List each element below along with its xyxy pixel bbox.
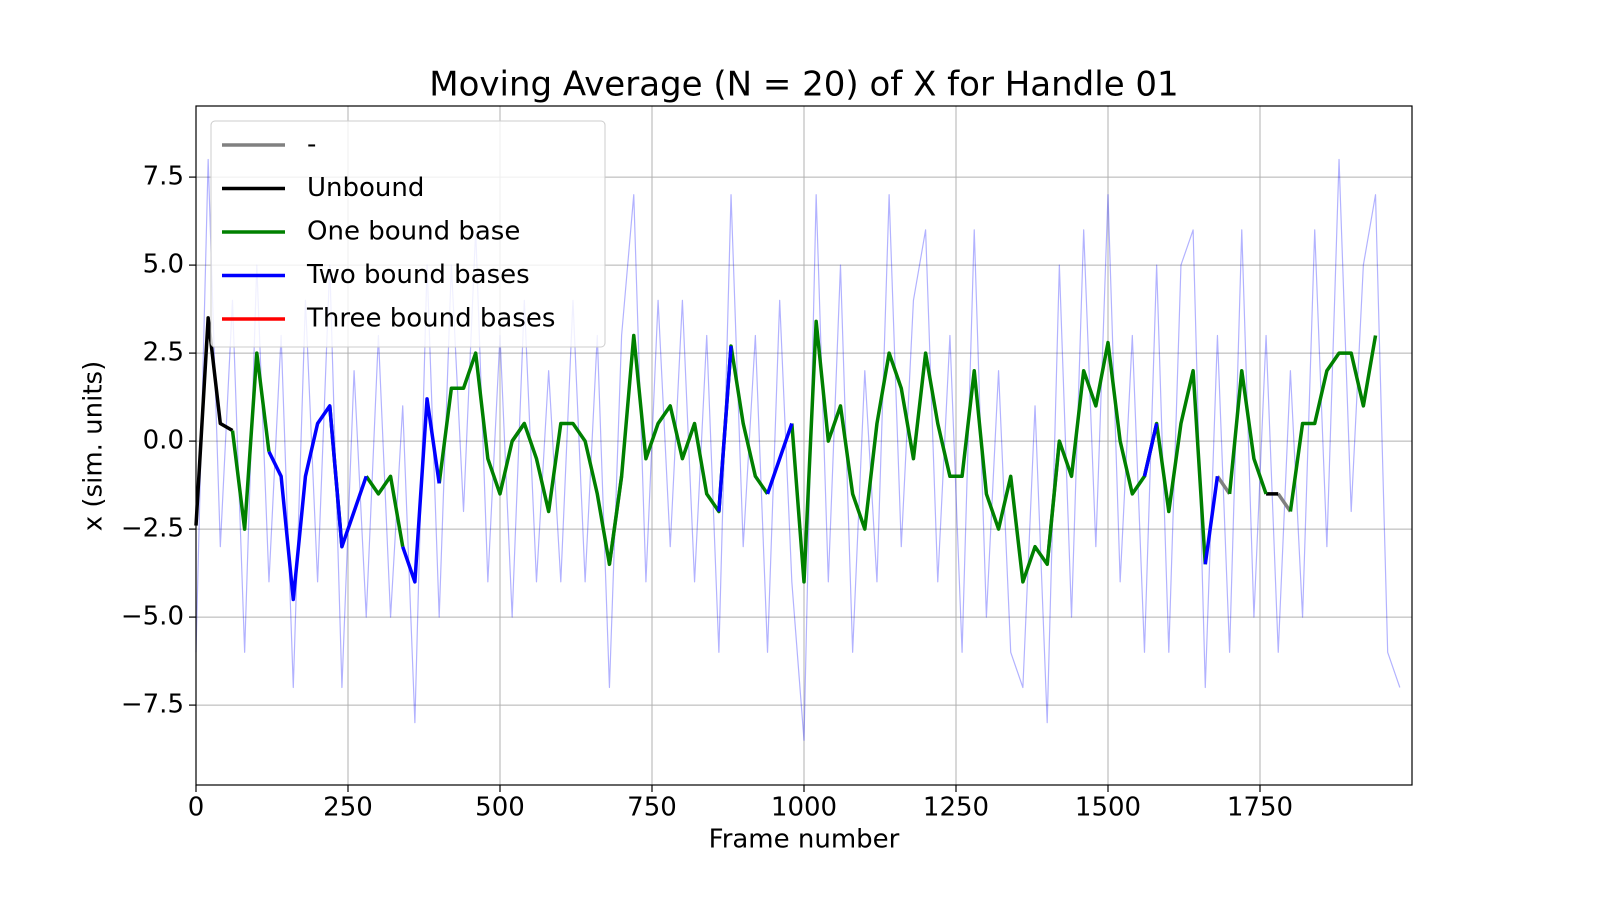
ticks: 0 250 500 750 1000 1250 1500 1750 −7.5 −5.0 −2.5 0.…	[121, 162, 1293, 823]
x-tick-label: 1000	[771, 793, 837, 823]
legend: - Unbound One bound base Two bound bases Thr…	[210, 120, 606, 348]
x-axis-label: Frame number	[709, 825, 900, 855]
legend-label: One bound base	[307, 217, 520, 247]
legend-label: -	[307, 130, 316, 160]
legend-label: Three bound bases	[306, 304, 555, 334]
y-tick-label: 7.5	[143, 162, 184, 192]
x-tick-label: 0	[188, 793, 205, 823]
y-tick-label: −5.0	[121, 602, 184, 632]
x-tick-label: 250	[323, 793, 373, 823]
y-tick-label: 2.5	[143, 338, 184, 368]
y-axis-label: x (sim. units)	[79, 361, 109, 532]
y-tick-label: −2.5	[121, 514, 184, 544]
chart-title: Moving Average (N = 20) of X for Handle …	[429, 65, 1178, 105]
moving-average-line	[267, 345, 1220, 602]
x-tick-label: 750	[627, 793, 677, 823]
y-tick-label: 5.0	[143, 250, 184, 280]
plot-area	[194, 158, 1401, 741]
legend-label: Two bound bases	[306, 260, 530, 290]
legend-label: Unbound	[307, 173, 424, 203]
x-tick-label: 1500	[1075, 793, 1141, 823]
x-tick-label: 500	[475, 793, 525, 823]
y-tick-label: −7.5	[121, 690, 184, 720]
x-tick-label: 1250	[923, 793, 989, 823]
x-tick-label: 1750	[1227, 793, 1293, 823]
y-tick-label: 0.0	[143, 426, 184, 456]
legend-box	[210, 120, 606, 348]
